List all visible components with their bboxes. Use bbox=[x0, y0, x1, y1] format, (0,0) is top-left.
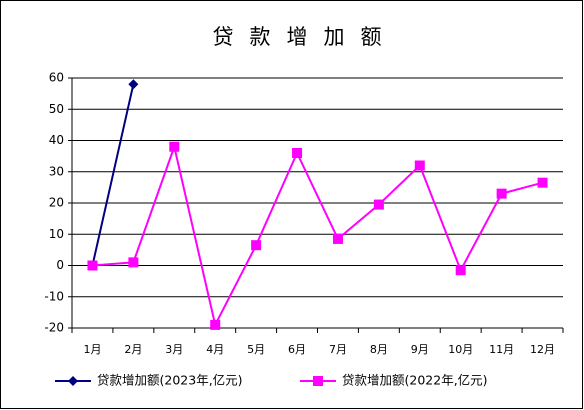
data-point bbox=[414, 160, 425, 171]
x-tick-label: 10月 bbox=[448, 343, 473, 356]
x-tick-label: 1月 bbox=[83, 343, 101, 356]
x-tick-label: 8月 bbox=[370, 343, 388, 356]
series-line bbox=[92, 143, 543, 328]
y-tick-label: 50 bbox=[49, 102, 64, 116]
legend-label: 贷款增加额(2022年,亿元) bbox=[342, 373, 488, 388]
data-point bbox=[128, 79, 139, 90]
x-tick-label: 5月 bbox=[247, 343, 265, 356]
data-point bbox=[292, 148, 303, 158]
y-tick-label: 60 bbox=[49, 71, 64, 85]
y-tick-label: 10 bbox=[49, 227, 64, 241]
x-tick-label: 3月 bbox=[165, 343, 183, 356]
legend-label: 贷款增加额(2023年,亿元) bbox=[97, 373, 243, 388]
data-point bbox=[210, 319, 221, 330]
x-tick-label: 6月 bbox=[288, 343, 306, 356]
data-point bbox=[373, 199, 384, 210]
y-tick-label: 20 bbox=[49, 196, 64, 210]
data-point bbox=[251, 240, 262, 251]
x-tick-label: 4月 bbox=[206, 343, 224, 356]
legend-marker bbox=[313, 376, 323, 386]
y-tick-label: -20 bbox=[44, 321, 64, 335]
x-tick-label: 12月 bbox=[530, 343, 555, 356]
data-point bbox=[332, 233, 343, 244]
x-tick-label: 9月 bbox=[411, 343, 429, 356]
series-line bbox=[91, 84, 135, 266]
x-tick-label: 11月 bbox=[489, 343, 514, 356]
data-point bbox=[128, 257, 139, 268]
data-point bbox=[87, 260, 98, 271]
data-point bbox=[455, 265, 466, 276]
x-tick-label: 7月 bbox=[329, 343, 347, 356]
x-tick-label: 2月 bbox=[124, 343, 142, 356]
data-point bbox=[537, 177, 548, 188]
y-tick-label: 40 bbox=[49, 133, 64, 147]
legend-marker bbox=[68, 376, 78, 386]
chart-title: 贷款增加额 bbox=[213, 25, 398, 49]
y-tick-label: 30 bbox=[49, 164, 64, 178]
y-tick-label: 0 bbox=[56, 258, 64, 272]
y-tick-label: -10 bbox=[44, 289, 64, 303]
data-point bbox=[169, 141, 180, 152]
data-point bbox=[496, 188, 507, 199]
